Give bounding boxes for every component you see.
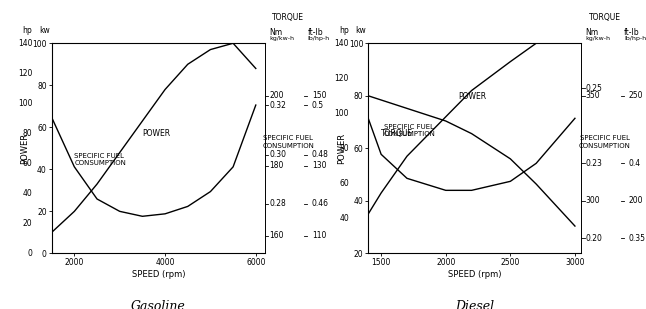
Text: TORQUE: TORQUE (589, 13, 621, 22)
Text: 0.25: 0.25 (586, 84, 603, 93)
Text: 200: 200 (629, 196, 643, 205)
Text: lb/hp-h: lb/hp-h (624, 36, 646, 41)
Text: 20: 20 (23, 219, 32, 228)
Text: 60: 60 (339, 179, 349, 188)
Text: 80: 80 (339, 144, 349, 153)
X-axis label: SPEED (rpm): SPEED (rpm) (132, 270, 185, 279)
Text: TORQUE: TORQUE (381, 129, 413, 138)
Text: 350: 350 (586, 91, 600, 100)
Text: lb/hp-h: lb/hp-h (307, 36, 329, 41)
Text: kw: kw (355, 26, 366, 35)
Text: Nm: Nm (269, 28, 282, 37)
Text: 300: 300 (586, 196, 600, 205)
Text: 140: 140 (18, 39, 32, 48)
Text: 120: 120 (335, 74, 349, 83)
Text: 150: 150 (312, 91, 326, 100)
Text: 0.32: 0.32 (269, 100, 286, 110)
Text: 40: 40 (23, 189, 32, 198)
Text: 160: 160 (269, 231, 284, 240)
Text: hp: hp (23, 26, 32, 35)
Text: 0.30: 0.30 (269, 150, 286, 159)
Text: Diesel: Diesel (455, 300, 494, 309)
Text: 80: 80 (23, 129, 32, 138)
Text: 0.5: 0.5 (312, 100, 324, 110)
Text: SPECIFIC FUEL
CONSUMPTION: SPECIFIC FUEL CONSUMPTION (262, 135, 314, 149)
Text: 0.23: 0.23 (586, 159, 603, 168)
Text: 40: 40 (339, 214, 349, 223)
Text: POWER: POWER (142, 129, 171, 138)
Text: Gasoline: Gasoline (131, 300, 185, 309)
Text: SPECIFIC FUEL
CONSUMPTION: SPECIFIC FUEL CONSUMPTION (384, 124, 435, 137)
Text: 0.35: 0.35 (629, 234, 645, 243)
Text: 180: 180 (269, 161, 284, 170)
Text: 0.46: 0.46 (312, 199, 329, 209)
Text: SPECIFIC FUEL
CONSUMPTION: SPECIFIC FUEL CONSUMPTION (579, 135, 630, 149)
Text: ft-lb: ft-lb (624, 28, 640, 37)
Text: SPECIFIC FUEL
CONSUMPTION: SPECIFIC FUEL CONSUMPTION (74, 153, 126, 166)
Text: 120: 120 (18, 69, 32, 78)
Text: 0.4: 0.4 (629, 159, 640, 168)
Text: 130: 130 (312, 161, 326, 170)
Text: kg/kw-h: kg/kw-h (269, 36, 294, 41)
Text: POWER: POWER (459, 92, 487, 101)
Text: 100: 100 (18, 99, 32, 108)
Text: 0.48: 0.48 (312, 150, 329, 159)
Text: 250: 250 (629, 91, 643, 100)
Text: kg/kw-h: kg/kw-h (586, 36, 610, 41)
Text: 200: 200 (269, 91, 284, 100)
Text: 140: 140 (335, 39, 349, 48)
Text: kw: kw (39, 26, 50, 35)
Text: 0: 0 (28, 249, 32, 258)
Text: ft-lb: ft-lb (307, 28, 323, 37)
Text: 100: 100 (335, 109, 349, 118)
Text: TORQUE: TORQUE (273, 13, 304, 22)
Text: 110: 110 (312, 231, 326, 240)
Text: 60: 60 (23, 159, 32, 168)
Text: 0.28: 0.28 (269, 199, 286, 209)
Y-axis label: POWER: POWER (337, 133, 346, 164)
Text: 0.20: 0.20 (586, 234, 603, 243)
Text: hp: hp (339, 26, 349, 35)
Y-axis label: POWER: POWER (21, 133, 30, 164)
Text: Nm: Nm (586, 28, 599, 37)
X-axis label: SPEED (rpm): SPEED (rpm) (448, 270, 501, 279)
